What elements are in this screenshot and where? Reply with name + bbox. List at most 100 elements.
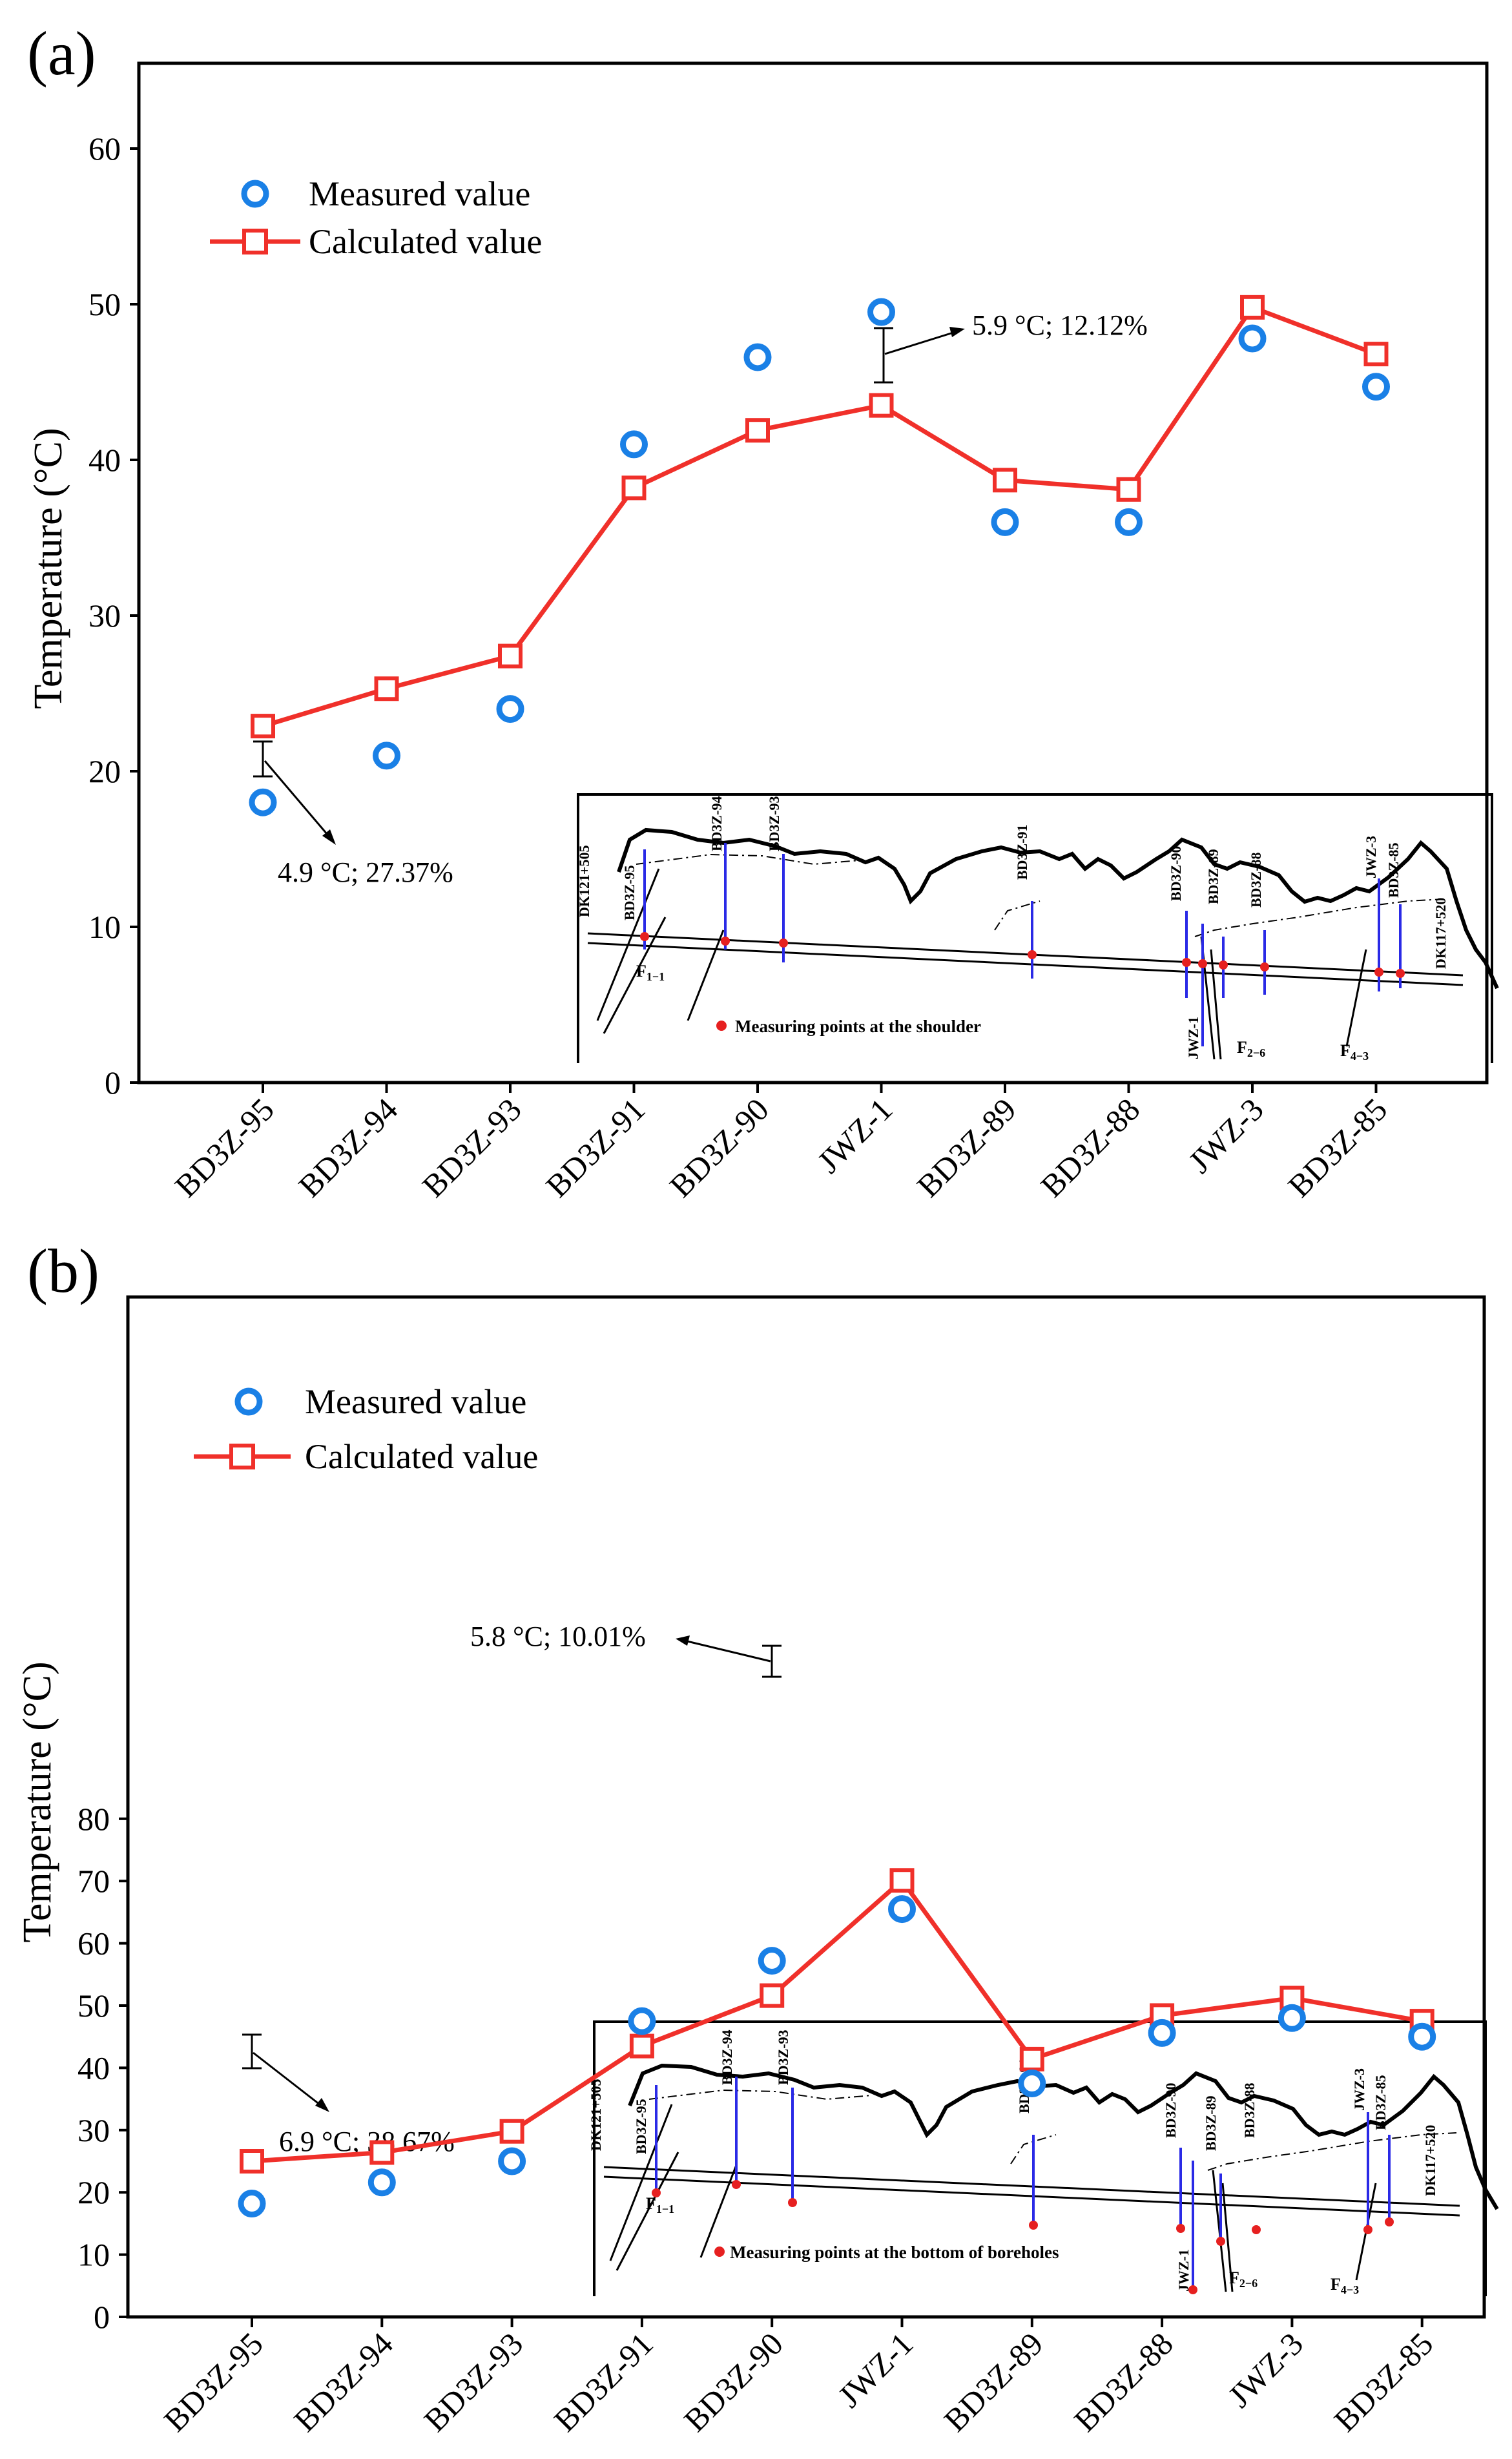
panel-b-measuring-point: [1176, 2224, 1185, 2233]
measured-point: [496, 695, 524, 723]
x-tick-label: BD3Z-88: [1033, 1091, 1146, 1204]
measured-point: [628, 2007, 656, 2035]
panel-b-inset-borehole-label: BD3Z-85: [1372, 2075, 1389, 2130]
x-tick-label: BD3Z-95: [157, 2325, 270, 2438]
panel-a-inset-borehole-label: BD3Z-94: [709, 796, 725, 851]
panel-a-inset-borehole-label: BD3Z-91: [1014, 824, 1030, 880]
measured-point: [368, 2168, 396, 2197]
panel-a-dash-boundary-2: [994, 900, 1041, 931]
y-tick-label: 50: [78, 1987, 110, 2024]
panel-b-y-ticks: 0 10 20 30 40 50 60 70 80: [78, 1801, 128, 2335]
x-tick-label: JWZ-1: [811, 1091, 900, 1180]
panel-b-inset-borehole-label: JWZ-1: [1175, 2249, 1192, 2292]
panel-b-dash-boundary-2: [1010, 2134, 1057, 2164]
measured-point: [1408, 2022, 1436, 2051]
panel-a-fault-label: F2−6: [1237, 1038, 1265, 1059]
measured-point: [1362, 373, 1390, 401]
panel-a-legend-measured-label: Measured value: [309, 174, 530, 213]
y-tick-label: 40: [78, 2049, 110, 2086]
panel-b-inset-frame: [593, 2020, 1487, 2296]
x-tick-label: BD3Z-85: [1327, 2325, 1440, 2438]
panel-a-fault-line: [687, 929, 725, 1021]
panel-a-inset-station-label: DK117+520: [1433, 898, 1449, 969]
panel-b-inset: DK121+505 BD3Z-95 BD3Z-94 BD3Z-93 BD3Z-9…: [588, 2020, 1499, 2296]
panel-a-inset-legend-dot: [716, 1021, 727, 1031]
x-tick-label: BD3Z-85: [1281, 1091, 1394, 1204]
panel-a-label: (a): [27, 19, 96, 88]
panel-b-legend-calculated-label: Calculated value: [305, 1437, 538, 1476]
panel-b-inset-borehole-label: BD3Z-90: [1163, 2082, 1179, 2138]
panel-a-annotation-1: 4.9 °C; 27.37%: [253, 740, 453, 888]
y-tick-label: 0: [94, 2299, 110, 2335]
measured-point: [888, 1895, 916, 1924]
calculated-point: [869, 393, 894, 418]
panel-a-inset-borehole-label: JWZ-3: [1363, 836, 1379, 878]
panel-b-inset-borehole-label: BD3Z-95: [633, 2099, 649, 2154]
panel-b-plot-frame: [126, 1295, 1486, 2319]
calculated-point: [1019, 2046, 1044, 2071]
y-tick-label: 10: [88, 909, 121, 945]
panel-a-measuring-point: [1198, 959, 1207, 968]
panel-a-fault-line: [1345, 949, 1367, 1047]
panel-b-fault-line: [699, 2164, 738, 2258]
panel-a-fault-label: F4−3: [1340, 1041, 1369, 1063]
y-tick-label: 40: [88, 442, 121, 478]
x-tick-label: BD3Z-90: [677, 2325, 790, 2438]
panel-a-legend-calculated-marker: [242, 229, 268, 254]
panel-a-dash-boundary-3: [1194, 898, 1444, 937]
panel-b-fault-line: [609, 2104, 673, 2261]
panel-b-inset-station-label: DK117+520: [1422, 2125, 1438, 2196]
calculated-point: [374, 676, 399, 701]
calculated-point: [1240, 295, 1265, 320]
panel-a-inset-borehole-label: BD3Z-90: [1168, 846, 1184, 901]
measured-point: [1018, 2070, 1046, 2097]
panel-a-inset: DK121+505 BD3Z-95 BD3Z-94 BD3Z-93 BD3Z-9…: [576, 793, 1499, 1063]
panel-a-measuring-point: [1374, 968, 1383, 977]
panel-a-plot-frame: [137, 61, 1489, 1084]
panel-b-inset-legend-dot: [714, 2246, 725, 2257]
calculated-point: [760, 1983, 785, 2008]
panel-b-fault-label: F1−1: [646, 2194, 674, 2215]
panel-b-inset-borehole-label: BD3Z-93: [775, 2029, 791, 2085]
panel-b-inset-station-label: DK121+505: [588, 2079, 604, 2151]
panel-b-annotation-1: 6.9 °C; 38.67%: [242, 2033, 455, 2157]
panel-a-inset-borehole-label: BD3Z-93: [766, 796, 782, 851]
calculated-point: [251, 714, 275, 739]
panel-b-inset-borehole-label: BD3Z-88: [1241, 2082, 1258, 2138]
measured-point: [620, 430, 648, 459]
panel-a-inset-borehole-label: BD3Z-89: [1205, 849, 1221, 904]
x-tick-label: BD3Z-94: [291, 1091, 404, 1204]
panel-b-tunnel-bottom: [603, 2175, 1460, 2217]
y-tick-label: 20: [78, 2174, 110, 2210]
x-tick-label: JWZ-3: [1221, 2325, 1310, 2414]
panel-a-inset-borehole-label: BD3Z-85: [1385, 842, 1402, 898]
panel-b-legend-measured-marker: [234, 1387, 263, 1416]
panel-b-fault-label: F4−3: [1331, 2275, 1359, 2296]
x-tick-label: BD3Z-91: [539, 1091, 652, 1204]
measured-point: [867, 298, 895, 326]
panel-a-y-ticks: 0 10 20 30 40 50 60: [88, 130, 139, 1101]
panel-a-measuring-point: [1028, 950, 1037, 959]
panel-a-x-ticks: BD3Z-95 BD3Z-94 BD3Z-93 BD3Z-91 BD3Z-90 JWZ-1…: [168, 1083, 1394, 1204]
calculated-point: [1363, 342, 1389, 367]
calculated-point: [369, 2140, 395, 2165]
panel-b-dash-boundary-3: [1207, 2132, 1457, 2171]
measured-point: [238, 2190, 266, 2218]
measured-point: [758, 1947, 786, 1975]
panel-a-annotation-2: 5.9 °C; 12.12%: [874, 309, 1148, 384]
panel-b-y-axis-label: Temperature (°C): [16, 1661, 59, 1942]
panel-b-measuring-point: [732, 2180, 741, 2189]
x-tick-label: BD3Z-89: [910, 1091, 1023, 1204]
panel-b-dash-boundary-1: [648, 2089, 873, 2101]
x-tick-label: BD3Z-90: [663, 1091, 776, 1204]
panel-a-fault-line: [1210, 949, 1222, 1060]
panel-a-measuring-point: [1396, 969, 1405, 978]
x-tick-label: BD3Z-93: [415, 1091, 528, 1204]
panel-b-legend: Measured value Calculated value: [194, 1382, 538, 1476]
panel-b-fault-line: [1221, 2183, 1234, 2292]
calculated-point: [240, 2149, 264, 2174]
panel-b-measuring-point: [1029, 2221, 1038, 2230]
panel-a-annotation-2-text: 5.9 °C; 12.12%: [972, 309, 1148, 341]
panel-b-fault-line: [616, 2152, 679, 2271]
